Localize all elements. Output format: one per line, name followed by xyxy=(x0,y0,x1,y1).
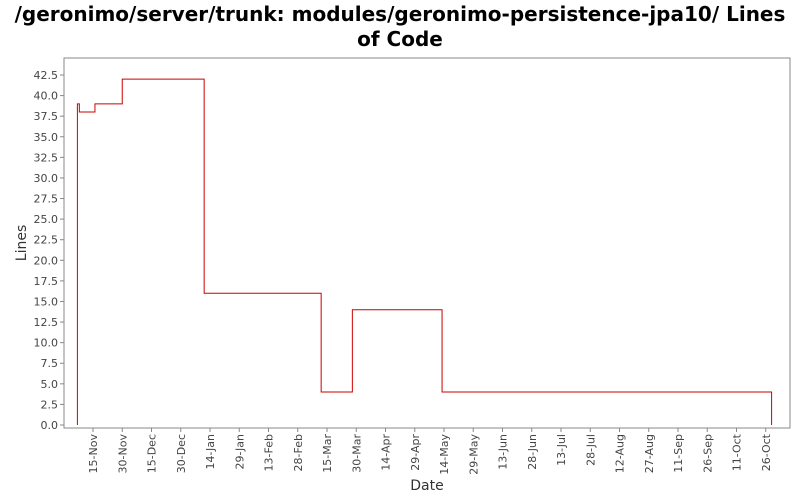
y-tick-label: 2.5 xyxy=(41,398,59,411)
y-tick-label: 37.5 xyxy=(34,110,59,123)
y-tick-label: 27.5 xyxy=(34,193,59,206)
y-tick-label: 32.5 xyxy=(34,151,59,164)
y-axis: 0.0 2.5 5.0 7.5 10.0 12.5 15.0 17.5 20.0 22.5 25.0… xyxy=(34,69,64,432)
x-tick-label: 15-Dec xyxy=(146,434,159,473)
y-tick-label: 7.5 xyxy=(41,357,59,370)
y-tick-label: 17.5 xyxy=(34,275,59,288)
x-tick-label: 26-Oct xyxy=(760,433,773,471)
y-tick-label: 30.0 xyxy=(34,172,59,185)
x-tick-label: 13-Jul xyxy=(555,434,568,466)
series-line xyxy=(76,78,773,425)
y-tick-label: 20.0 xyxy=(34,254,59,267)
y-tick-label: 42.5 xyxy=(34,69,59,82)
x-tick-label: 13-Feb xyxy=(263,434,276,471)
x-tick-label: 30-Mar xyxy=(350,434,363,473)
x-tick-label: 11-Oct xyxy=(731,433,744,471)
y-tick-label: 5.0 xyxy=(41,378,59,391)
y-tick-label: 35.0 xyxy=(34,131,59,144)
y-tick-label: 40.0 xyxy=(34,90,59,103)
x-tick-label: 29-Jan xyxy=(233,434,246,470)
y-tick-label: 15.0 xyxy=(34,295,59,308)
y-tick-label: 22.5 xyxy=(34,234,59,247)
x-tick-label: 27-Aug xyxy=(643,434,656,473)
x-tick-label: 28-Jul xyxy=(584,434,597,466)
x-tick-label: 12-Aug xyxy=(614,434,627,473)
y-tick-label: 12.5 xyxy=(34,316,59,329)
x-axis: 15-Nov 30-Nov 15-Dec 30-Dec 14-Jan 29-Jan 13-F… xyxy=(87,428,773,475)
y-tick-label: 25.0 xyxy=(34,213,59,226)
x-tick-label: 15-Mar xyxy=(321,434,334,473)
x-tick-label: 28-Jun xyxy=(526,434,539,470)
x-tick-label: 29-Apr xyxy=(409,434,422,471)
y-tick-label: 0.0 xyxy=(41,419,59,432)
x-tick-label: 13-Jun xyxy=(497,434,510,470)
y-axis-label: Lines xyxy=(14,225,30,261)
x-tick-label: 14-Apr xyxy=(380,434,393,471)
x-tick-label: 26-Sep xyxy=(701,434,714,473)
x-tick-label: 14-Jan xyxy=(204,434,217,470)
y-tick-label: 10.0 xyxy=(34,337,59,350)
x-tick-label: 14-May xyxy=(438,434,451,475)
x-tick-label: 29-May xyxy=(467,434,480,475)
chart-title: /geronimo/server/trunk: modules/geronimo… xyxy=(14,2,786,51)
x-axis-label: Date xyxy=(410,478,443,494)
x-tick-label: 11-Sep xyxy=(672,434,685,473)
plot-area xyxy=(63,57,791,429)
x-tick-label: 30-Nov xyxy=(116,434,129,474)
x-tick-label: 28-Feb xyxy=(292,434,305,471)
x-tick-label: 15-Nov xyxy=(87,434,100,474)
x-tick-label: 30-Dec xyxy=(175,434,188,473)
